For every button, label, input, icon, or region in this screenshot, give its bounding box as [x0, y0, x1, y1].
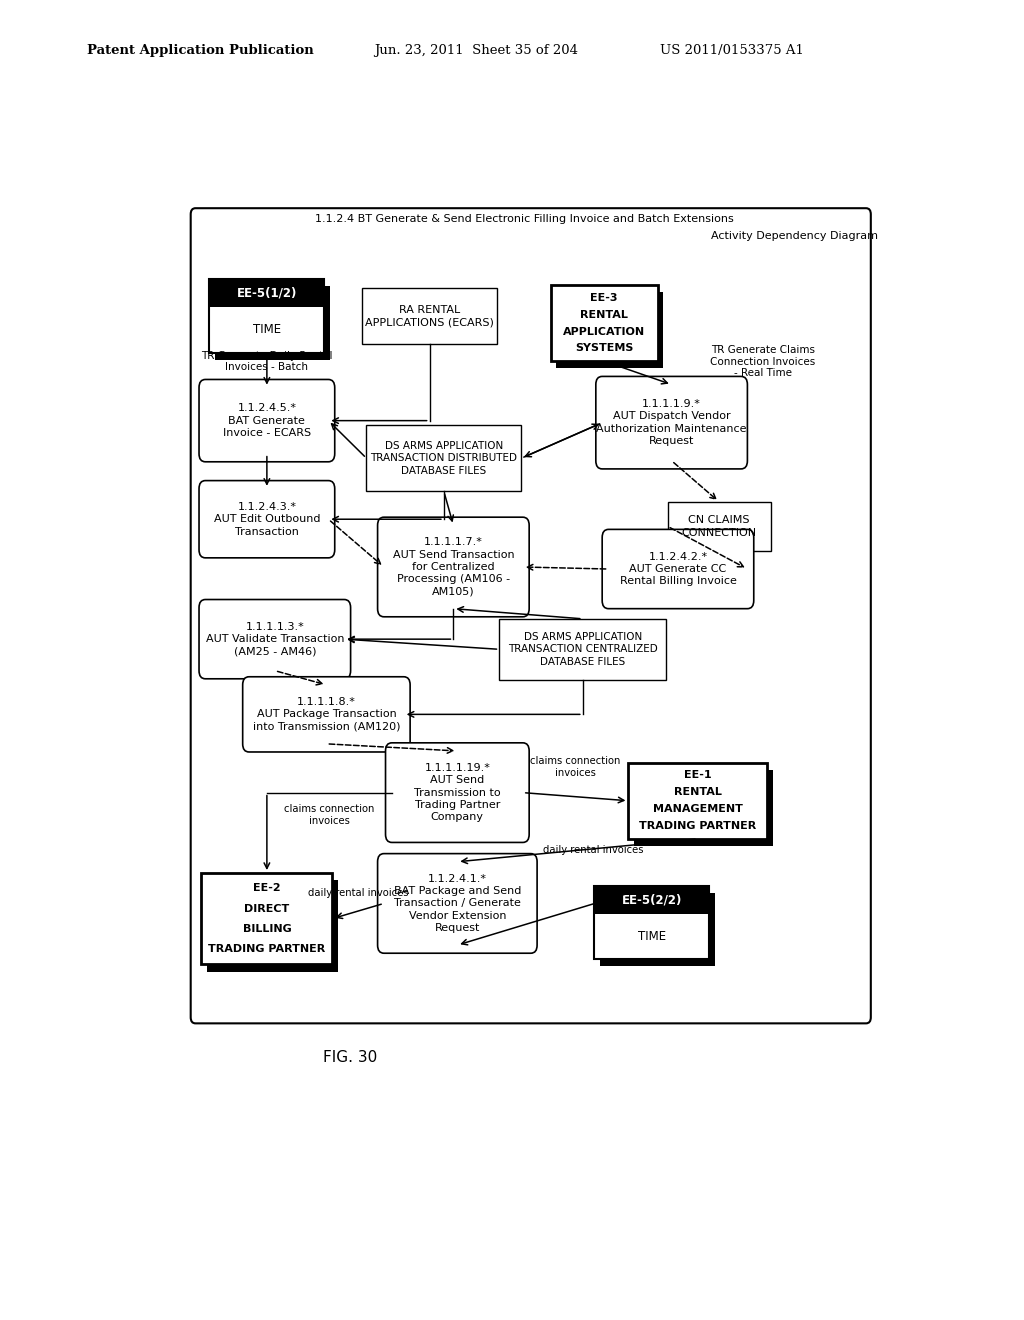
Text: DS ARMS APPLICATION
TRANSACTION CENTRALIZED
DATABASE FILES: DS ARMS APPLICATION TRANSACTION CENTRALI…: [508, 632, 657, 667]
Text: TIME: TIME: [253, 323, 281, 337]
Text: EE-5(1/2): EE-5(1/2): [237, 286, 297, 300]
Bar: [551, 285, 657, 362]
FancyBboxPatch shape: [199, 599, 350, 678]
Text: APPLICATION: APPLICATION: [563, 326, 645, 337]
Text: RENTAL: RENTAL: [581, 310, 628, 319]
Bar: [600, 894, 715, 966]
Text: TR Generate Daily Rental
Invoices - Batch: TR Generate Daily Rental Invoices - Batc…: [201, 351, 333, 372]
Text: DIRECT: DIRECT: [245, 903, 290, 913]
Text: 1.1.1.1.7.*
AUT Send Transaction
for Centralized
Processing (AM106 -
AM105): 1.1.1.1.7.* AUT Send Transaction for Cen…: [392, 537, 514, 597]
Text: TRADING PARTNER: TRADING PARTNER: [208, 944, 326, 954]
FancyBboxPatch shape: [602, 529, 754, 609]
FancyBboxPatch shape: [385, 743, 529, 842]
Bar: [202, 873, 333, 965]
Text: MANAGEMENT: MANAGEMENT: [653, 804, 742, 814]
Bar: [500, 619, 666, 680]
Text: 1.1.1.1.9.*
AUT Dispatch Vendor
Authorization Maintenance
Request: 1.1.1.1.9.* AUT Dispatch Vendor Authoriz…: [596, 399, 746, 446]
Bar: [207, 880, 338, 972]
FancyBboxPatch shape: [596, 376, 748, 469]
Text: FIG. 30: FIG. 30: [324, 1051, 377, 1065]
Text: EE-5(2/2): EE-5(2/2): [622, 894, 682, 907]
Text: RENTAL: RENTAL: [674, 787, 722, 797]
Bar: [629, 763, 767, 840]
Bar: [634, 770, 773, 846]
Text: 1.1.2.4.5.*
BAT Generate
Invoice - ECARS: 1.1.2.4.5.* BAT Generate Invoice - ECARS: [223, 403, 311, 438]
Text: 1.1.2.4 BT Generate & Send Electronic Filling Invoice and Batch Extensions: 1.1.2.4 BT Generate & Send Electronic Fi…: [315, 214, 734, 224]
Text: Patent Application Publication: Patent Application Publication: [87, 44, 313, 57]
Bar: [209, 280, 325, 308]
Bar: [215, 286, 330, 359]
FancyBboxPatch shape: [378, 854, 538, 953]
Text: EE-1: EE-1: [684, 771, 712, 780]
Text: Jun. 23, 2011  Sheet 35 of 204: Jun. 23, 2011 Sheet 35 of 204: [374, 44, 578, 57]
Text: 1.1.1.1.19.*
AUT Send
Transmission to
Trading Partner
Company: 1.1.1.1.19.* AUT Send Transmission to Tr…: [414, 763, 501, 822]
Bar: [594, 886, 710, 913]
Text: CN CLAIMS
CONNECTION: CN CLAIMS CONNECTION: [682, 515, 757, 537]
Bar: [556, 292, 664, 368]
Bar: [668, 502, 771, 550]
Text: claims connection
invoices: claims connection invoices: [285, 804, 375, 826]
FancyBboxPatch shape: [190, 209, 870, 1023]
FancyBboxPatch shape: [243, 677, 411, 752]
Text: 1.1.2.4.3.*
AUT Edit Outbound
Transaction: 1.1.2.4.3.* AUT Edit Outbound Transactio…: [214, 502, 321, 537]
Text: daily rental invoices: daily rental invoices: [543, 845, 644, 855]
Text: RA RENTAL
APPLICATIONS (ECARS): RA RENTAL APPLICATIONS (ECARS): [366, 305, 494, 327]
Text: US 2011/0153375 A1: US 2011/0153375 A1: [660, 44, 805, 57]
Text: 1.1.2.4.1.*
BAT Package and Send
Transaction / Generate
Vendor Extension
Request: 1.1.2.4.1.* BAT Package and Send Transac…: [393, 874, 521, 933]
Bar: [594, 886, 710, 960]
Text: 1.1.1.1.3.*
AUT Validate Transaction
(AM25 - AM46): 1.1.1.1.3.* AUT Validate Transaction (AM…: [206, 622, 344, 656]
Text: 1.1.2.4.2.*
AUT Generate CC
Rental Billing Invoice: 1.1.2.4.2.* AUT Generate CC Rental Billi…: [620, 552, 736, 586]
Bar: [209, 280, 325, 352]
Text: EE-2: EE-2: [253, 883, 281, 894]
Text: claims connection
invoices: claims connection invoices: [530, 756, 621, 777]
Text: TRADING PARTNER: TRADING PARTNER: [639, 821, 757, 832]
Bar: [367, 425, 521, 491]
Text: 1.1.1.1.8.*
AUT Package Transaction
into Transmission (AM120): 1.1.1.1.8.* AUT Package Transaction into…: [253, 697, 400, 731]
Text: DS ARMS APPLICATION
TRANSACTION DISTRIBUTED
DATABASE FILES: DS ARMS APPLICATION TRANSACTION DISTRIBU…: [371, 441, 517, 475]
Bar: [362, 288, 497, 345]
FancyBboxPatch shape: [199, 379, 335, 462]
Text: TR Generate Claims
Connection Invoices
- Real Time: TR Generate Claims Connection Invoices -…: [711, 345, 815, 379]
Text: daily rental invoices: daily rental invoices: [308, 888, 409, 898]
Text: BILLING: BILLING: [243, 924, 291, 933]
FancyBboxPatch shape: [378, 517, 529, 616]
Text: TIME: TIME: [638, 931, 666, 942]
Text: SYSTEMS: SYSTEMS: [574, 343, 634, 354]
FancyBboxPatch shape: [199, 480, 335, 558]
Text: Activity Dependency Diagram: Activity Dependency Diagram: [711, 231, 879, 240]
Text: EE-3: EE-3: [591, 293, 617, 302]
